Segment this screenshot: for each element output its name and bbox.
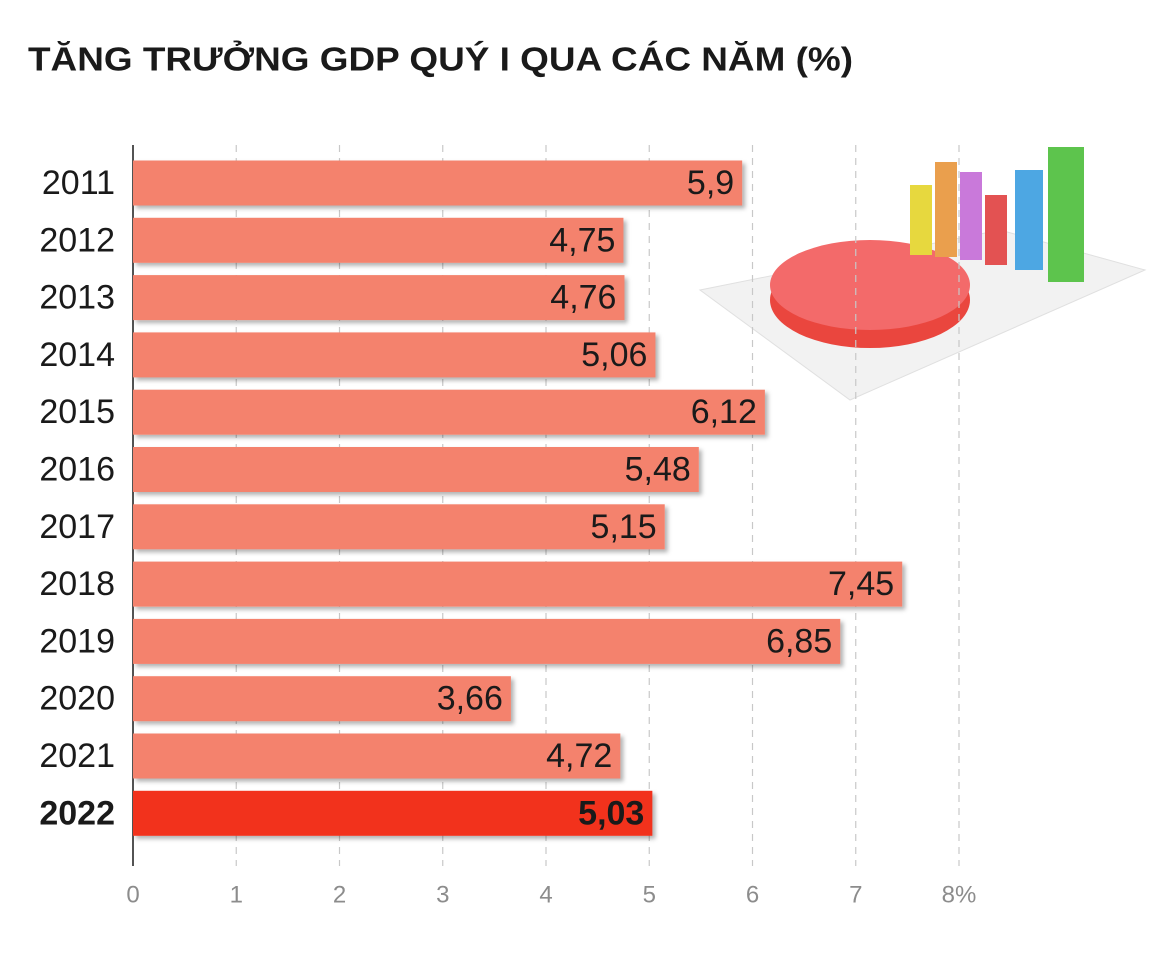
value-label: 4,75: [549, 221, 615, 259]
x-tick-label: 6: [746, 881, 759, 908]
y-tick-label: 2020: [39, 680, 115, 718]
x-tick-label: 2: [333, 881, 346, 908]
x-tick-label: 0: [126, 881, 139, 908]
y-tick-label: 2013: [39, 279, 115, 317]
value-label: 5,06: [581, 336, 647, 374]
y-tick-label: 2015: [39, 393, 115, 431]
y-tick-label: 2017: [39, 508, 115, 546]
y-tick-label: 2014: [39, 336, 115, 374]
y-tick-label: 2021: [39, 737, 115, 775]
chart-title: TĂNG TRƯỞNG GDP QUÝ I QUA CÁC NĂM (%): [28, 41, 853, 78]
bar: [133, 160, 743, 206]
value-label: 5,9: [687, 164, 734, 202]
bar: [133, 561, 903, 607]
bar: [133, 275, 625, 321]
x-tick-label: 4: [539, 881, 552, 908]
bar: [133, 389, 765, 435]
y-tick-label: 2018: [39, 565, 115, 603]
value-label: 4,72: [546, 737, 612, 775]
x-tick-label: 7: [849, 881, 862, 908]
bar: [133, 332, 656, 378]
y-tick-label: 2016: [39, 450, 115, 488]
y-tick-label: 2019: [39, 622, 115, 660]
value-label: 6,12: [691, 393, 757, 431]
x-tick-label: 1: [230, 881, 243, 908]
value-label: 5,48: [625, 450, 691, 488]
value-label: 3,66: [437, 680, 503, 718]
value-label: 6,85: [766, 622, 832, 660]
bar: [133, 733, 621, 779]
x-tick-label: 3: [436, 881, 449, 908]
bar: [133, 447, 699, 492]
bar: [133, 618, 841, 664]
x-tick-label: 5: [643, 881, 656, 908]
value-label: 5,15: [591, 508, 657, 546]
value-label: 5,03: [578, 794, 644, 832]
bar: [133, 217, 624, 263]
x-tick-label: 8%: [942, 881, 977, 908]
bar: [133, 790, 653, 836]
y-tick-label: 2012: [39, 221, 115, 259]
value-label: 4,76: [550, 279, 616, 317]
y-tick-label: 2011: [42, 164, 115, 202]
value-label: 7,45: [828, 565, 894, 603]
bar: [133, 504, 665, 550]
bar: [133, 676, 511, 722]
y-tick-label: 2022: [39, 794, 115, 832]
illustration: [698, 147, 1147, 401]
